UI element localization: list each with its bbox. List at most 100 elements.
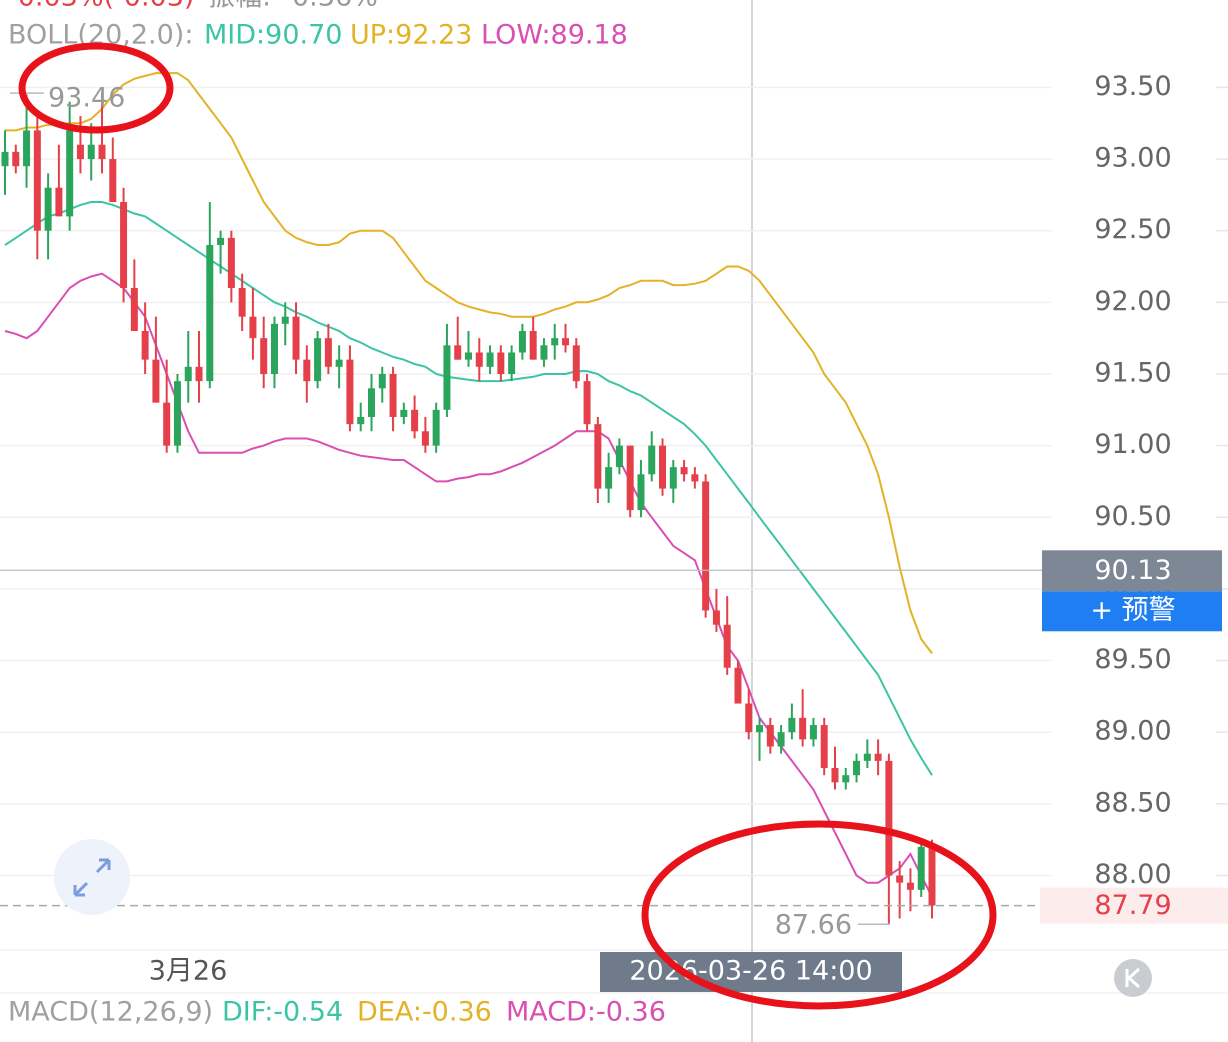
candle-body [346, 359, 354, 425]
alert-button[interactable] [1042, 591, 1222, 632]
candle-body [799, 717, 807, 740]
candle-body [529, 330, 537, 360]
macd-dea: DEA:-0.36 [357, 997, 492, 1028]
y-tick-label: 93.00 [1094, 143, 1171, 174]
candle-body [173, 381, 181, 446]
candle-body [249, 316, 257, 339]
candle-body [98, 144, 106, 160]
band-line [4, 201, 933, 776]
candle-body [906, 882, 914, 890]
candle-body [367, 388, 375, 417]
candle-body [120, 202, 128, 289]
candle-body [454, 345, 462, 360]
candle-body [475, 352, 483, 367]
candle-body [712, 610, 720, 625]
macd-name: MACD(12,26,9) [8, 997, 213, 1028]
candle-body [508, 352, 516, 374]
y-tick-label: 91.00 [1094, 429, 1171, 460]
candle-body [260, 338, 268, 374]
candle-body [87, 144, 95, 160]
candle-body [583, 381, 591, 425]
macd-value: MACD:-0.36 [506, 997, 666, 1028]
candle-body [831, 768, 839, 783]
candle-body [66, 130, 74, 217]
candle-body [141, 330, 149, 360]
candle-body [809, 725, 817, 740]
candle-body [766, 725, 774, 747]
candle-body [917, 846, 925, 890]
candle-body [486, 352, 494, 367]
candle-body [874, 753, 882, 761]
candle-body [551, 338, 559, 346]
low-label: 87.66 [775, 910, 852, 941]
indicator-mid: MID:90.70 [204, 20, 342, 51]
last-price-box [1040, 887, 1228, 924]
candle-body [540, 345, 548, 360]
candle-body [55, 187, 63, 217]
candle-body [745, 703, 753, 733]
header-change: -0.03%(-0.03) [8, 0, 194, 13]
candle-body [669, 467, 677, 489]
candle-body [723, 624, 731, 668]
highlight-circle [18, 42, 174, 134]
header-amplitude: 0.36% [292, 0, 378, 13]
candle-body [184, 366, 192, 382]
candle-body [109, 159, 117, 203]
macd-dif: DIF:-0.54 [222, 997, 343, 1028]
y-tick-label: 93.50 [1094, 71, 1171, 102]
candle-body [76, 144, 84, 160]
candle-body [788, 717, 796, 733]
candle-body [605, 467, 613, 489]
candle-body [626, 445, 634, 511]
plot [0, 72, 1228, 925]
k-button[interactable] [1114, 959, 1152, 997]
highlight-circle [641, 820, 997, 1010]
candle-body [206, 245, 214, 382]
band-line [5, 72, 933, 655]
x-tick-label: 3月26 [149, 956, 228, 987]
candle-body [820, 725, 828, 769]
candle-body [885, 760, 893, 876]
candle-body [648, 445, 656, 475]
candle-body [130, 288, 138, 331]
candle-body [853, 760, 861, 776]
candle-body [680, 467, 688, 475]
last-price-label: 87.79 [1094, 890, 1171, 921]
y-tick-label: 91.50 [1094, 357, 1171, 388]
high-label: 93.46 [48, 83, 125, 114]
y-tick-label: 88.50 [1094, 787, 1171, 818]
candle-body [270, 323, 278, 374]
candle-body [411, 409, 419, 432]
candle-body [497, 352, 505, 374]
crosshair-time-box [600, 952, 902, 992]
candle-body [562, 338, 570, 346]
y-tick-label: 90.50 [1094, 501, 1171, 532]
y-tick-label: 92.00 [1094, 286, 1171, 317]
candle-body [1, 151, 9, 167]
indicator-up: UP:92.23 [350, 20, 472, 51]
crosshair-price: 90.13 [1094, 555, 1171, 586]
candle-body [863, 753, 871, 761]
candle-body [389, 373, 397, 417]
candle-body [324, 338, 332, 367]
candle-body [335, 359, 343, 367]
candle-body [303, 359, 311, 382]
alert-button-label[interactable]: + 预警 [1090, 595, 1175, 626]
candle-body [842, 775, 850, 783]
candle-body [756, 725, 764, 733]
candle-body [702, 481, 710, 611]
candle-body [594, 424, 602, 489]
crosshair-price-box [1042, 550, 1222, 592]
candle-body [896, 875, 904, 883]
candle-body [615, 445, 623, 468]
candle-body [518, 330, 526, 353]
candle-body [23, 130, 31, 167]
expand-icon[interactable] [54, 839, 130, 915]
indicator-low: LOW:89.18 [481, 20, 628, 51]
candle-body [163, 402, 171, 446]
candle-body [227, 237, 235, 289]
candle-body [637, 474, 645, 511]
candle-body [443, 345, 451, 410]
